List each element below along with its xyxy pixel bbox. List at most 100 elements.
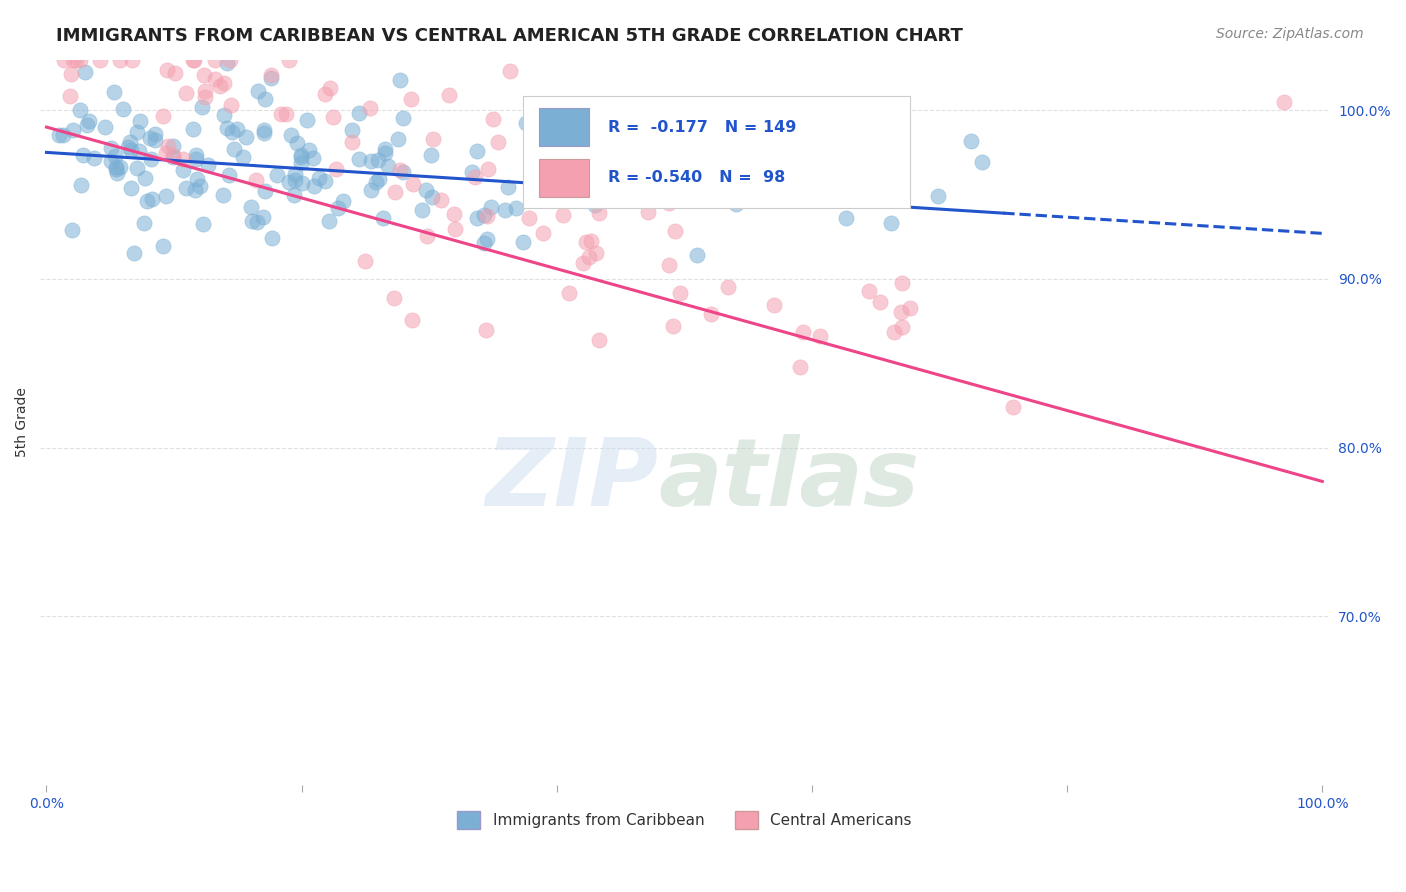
Point — [72, 147, 94, 161]
Point — [186, 172, 208, 186]
Point — [232, 150, 254, 164]
Point — [120, 135, 142, 149]
Point — [318, 214, 340, 228]
Point — [276, 106, 298, 120]
Point — [110, 160, 132, 174]
Point — [290, 147, 312, 161]
Point — [475, 322, 498, 336]
Point — [555, 178, 578, 192]
Point — [558, 285, 581, 300]
Point — [69, 103, 91, 117]
Point — [59, 89, 82, 103]
Point — [117, 140, 139, 154]
Point — [585, 245, 607, 260]
Point — [808, 329, 831, 343]
Point — [128, 113, 150, 128]
Point — [125, 125, 148, 139]
Point — [298, 143, 321, 157]
Point — [246, 215, 269, 229]
Point — [208, 78, 231, 93]
Point — [215, 121, 238, 136]
Point — [112, 102, 135, 116]
Point — [374, 142, 396, 156]
Point — [174, 86, 197, 100]
Point — [479, 200, 502, 214]
Point — [48, 128, 70, 142]
Point — [222, 142, 245, 156]
Point — [411, 202, 433, 217]
Point — [302, 179, 325, 194]
Point — [658, 196, 681, 211]
Point — [212, 188, 235, 202]
Point — [134, 215, 156, 229]
Point — [392, 165, 415, 179]
Point — [218, 168, 240, 182]
Point — [165, 65, 187, 79]
Point — [880, 216, 903, 230]
Point — [59, 67, 82, 81]
Point — [415, 183, 437, 197]
Point — [342, 135, 364, 149]
Point — [725, 196, 748, 211]
Point — [475, 232, 498, 246]
Point — [280, 128, 302, 143]
Point — [235, 129, 257, 144]
Point — [120, 181, 142, 195]
Point — [661, 319, 683, 334]
Point — [537, 99, 560, 113]
Point — [152, 109, 174, 123]
Point — [349, 105, 371, 120]
Point — [141, 152, 163, 166]
Point — [399, 92, 422, 106]
Point — [392, 111, 415, 125]
Point — [83, 151, 105, 165]
Point — [551, 172, 574, 186]
Point — [155, 189, 177, 203]
Point — [869, 295, 891, 310]
Point — [706, 172, 728, 186]
Point — [52, 128, 75, 143]
Point — [637, 205, 659, 219]
Point — [890, 305, 912, 319]
Point — [562, 107, 585, 121]
Point — [789, 359, 811, 374]
Point — [792, 325, 814, 339]
Point — [215, 56, 238, 70]
Point — [891, 319, 914, 334]
Point — [240, 200, 263, 214]
Point — [104, 149, 127, 163]
Point — [308, 171, 330, 186]
Point — [658, 258, 681, 272]
Point — [75, 65, 97, 79]
Text: ZIP: ZIP — [485, 434, 658, 526]
Point — [647, 164, 669, 178]
Point — [607, 167, 630, 181]
Point — [579, 234, 602, 248]
Point — [143, 133, 166, 147]
Point — [103, 85, 125, 99]
Point — [505, 201, 527, 215]
Point — [437, 87, 460, 102]
Point — [678, 153, 700, 168]
Point — [583, 198, 606, 212]
Text: atlas: atlas — [658, 434, 920, 526]
Point — [472, 208, 495, 222]
Point — [322, 110, 344, 124]
Point — [191, 100, 214, 114]
Point — [194, 84, 217, 98]
Point — [184, 183, 207, 197]
Point — [188, 178, 211, 193]
Point — [240, 214, 263, 228]
Point — [252, 211, 274, 225]
Point — [183, 53, 205, 67]
Point — [277, 53, 299, 67]
Point — [588, 333, 610, 347]
Point — [544, 169, 567, 184]
Point — [494, 203, 516, 218]
Point — [225, 121, 247, 136]
Point — [221, 125, 243, 139]
Point — [247, 85, 270, 99]
Point — [890, 276, 912, 290]
Point — [253, 184, 276, 198]
Point — [181, 121, 204, 136]
